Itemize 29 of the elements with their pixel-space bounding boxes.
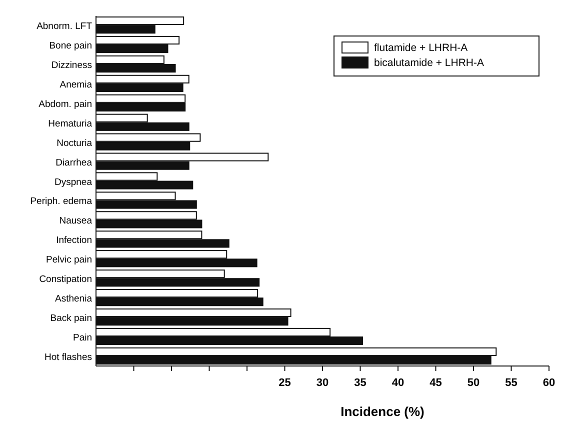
y-tick-label: Asthenia <box>55 294 93 305</box>
y-tick-label: Hot flashes <box>44 352 92 363</box>
y-tick-label: Infection <box>56 235 92 246</box>
y-tick-label: Nausea <box>59 216 93 227</box>
x-tick-label: 40 <box>392 377 404 389</box>
x-tick-label: 30 <box>316 377 329 389</box>
y-tick-label: Hematuria <box>48 118 93 130</box>
x-tick-label: 55 <box>505 377 518 389</box>
y-tick-label: Dyspnea <box>54 176 93 188</box>
x-tick-label: 35 <box>354 377 366 389</box>
x-tick-label: 50 <box>467 377 480 389</box>
y-tick-label: Bone pain <box>49 40 92 52</box>
legend-label: flutamide + LHRH-A <box>374 42 468 54</box>
y-tick-label: Nocturia <box>56 138 93 149</box>
y-tick-label: Back pain <box>50 313 92 324</box>
y-tick-label: Pelvic pain <box>46 254 92 266</box>
x-axis-title: Incidence (%) <box>340 404 424 419</box>
x-tick-label: 45 <box>430 377 442 389</box>
y-tick-label: Periph. edema <box>30 196 93 208</box>
x-tick-label: 60 <box>542 377 556 389</box>
y-tick-label: Abnorm. LFT <box>36 21 92 32</box>
y-tick-label: Pain <box>72 332 92 344</box>
y-tick-label: Abdom. pain <box>38 98 92 110</box>
y-tick-label: Anemia <box>60 79 93 90</box>
y-tick-label: Dizziness <box>51 60 92 71</box>
y-tick-label: Diarrhea <box>56 157 93 168</box>
y-tick-label: Constipation <box>39 274 92 286</box>
x-tick-label: 25 <box>278 377 291 389</box>
legend-label: bicalutamide + LHRH-A <box>374 57 484 69</box>
